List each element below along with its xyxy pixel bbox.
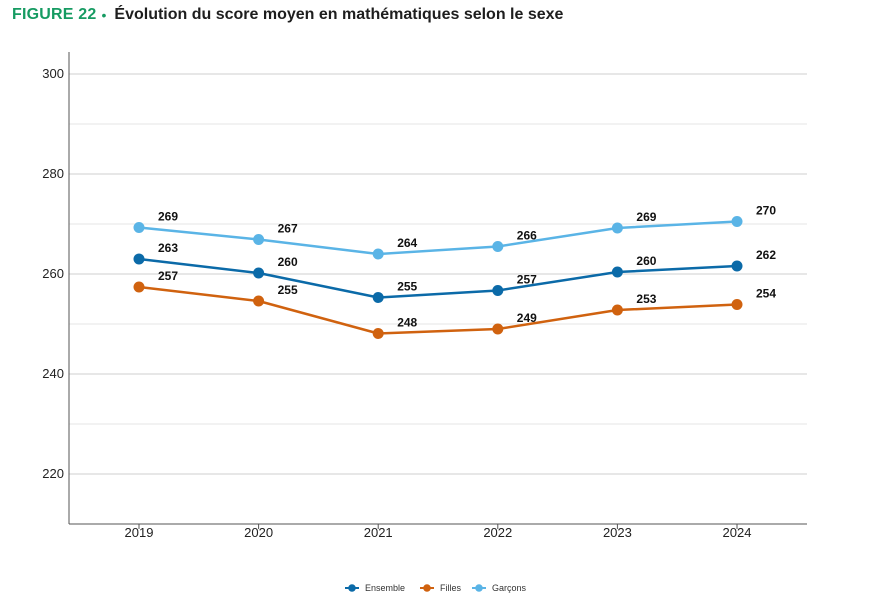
- x-tick-label: 2022: [483, 525, 512, 540]
- figure-header: FIGURE 22 • Évolution du score moyen en …: [12, 6, 563, 24]
- data-point: [731, 299, 743, 310]
- legend-label: Garçons: [492, 583, 527, 593]
- data-point: [133, 222, 145, 233]
- data-label: 257: [158, 269, 178, 283]
- data-point: [133, 253, 145, 265]
- data-label: 255: [278, 283, 298, 297]
- data-point: [731, 260, 743, 272]
- series-line: [138, 257, 738, 299]
- chart-title: Évolution du score moyen en mathématique…: [114, 6, 564, 23]
- data-label: 257: [517, 273, 537, 287]
- data-point: [492, 241, 504, 252]
- data-label: 253: [636, 292, 656, 306]
- data-label: 248: [397, 316, 417, 330]
- x-tick-label: 2024: [723, 525, 752, 540]
- data-point: [372, 292, 384, 303]
- y-tick-label: 240: [42, 366, 64, 381]
- x-tick-label: 2020: [244, 525, 273, 540]
- x-tick-label: 2021: [364, 525, 393, 540]
- x-tick-label: 2023: [603, 525, 632, 540]
- data-point: [253, 295, 265, 307]
- data-point: [611, 266, 623, 278]
- legend-swatch-marker: [348, 584, 356, 592]
- legend-label: Filles: [440, 583, 462, 593]
- data-label: 269: [158, 210, 178, 224]
- data-point: [253, 267, 265, 279]
- data-label: 249: [517, 311, 537, 325]
- data-point: [492, 285, 504, 296]
- y-tick-label: 220: [42, 466, 64, 481]
- series-line: [138, 285, 738, 335]
- series-line: [138, 220, 738, 256]
- data-label: 267: [278, 222, 298, 236]
- data-point: [611, 222, 623, 234]
- data-label: 264: [397, 236, 417, 250]
- y-tick-label: 300: [42, 66, 64, 81]
- data-point: [611, 304, 623, 316]
- data-label: 255: [397, 280, 417, 294]
- data-label: 254: [756, 287, 776, 301]
- data-label: 260: [278, 255, 298, 269]
- data-label: 262: [756, 248, 776, 262]
- data-point: [372, 328, 384, 339]
- y-tick-label: 280: [42, 166, 64, 181]
- figure-label: FIGURE 22: [12, 6, 97, 23]
- data-point: [372, 248, 384, 260]
- y-tick-label: 260: [42, 266, 64, 281]
- data-point: [133, 281, 145, 293]
- x-tick-label: 2019: [125, 525, 154, 540]
- data-point: [253, 234, 265, 245]
- legend-label: Ensemble: [365, 583, 405, 593]
- data-point: [731, 216, 743, 227]
- data-label: 266: [517, 229, 537, 243]
- data-label: 263: [158, 241, 178, 255]
- legend-swatch-marker: [475, 584, 483, 592]
- data-label: 270: [756, 204, 776, 218]
- data-point: [492, 323, 504, 335]
- data-label: 260: [636, 254, 656, 268]
- figure-separator: •: [101, 7, 107, 23]
- legend-swatch-marker: [423, 584, 431, 592]
- data-label: 269: [636, 210, 656, 224]
